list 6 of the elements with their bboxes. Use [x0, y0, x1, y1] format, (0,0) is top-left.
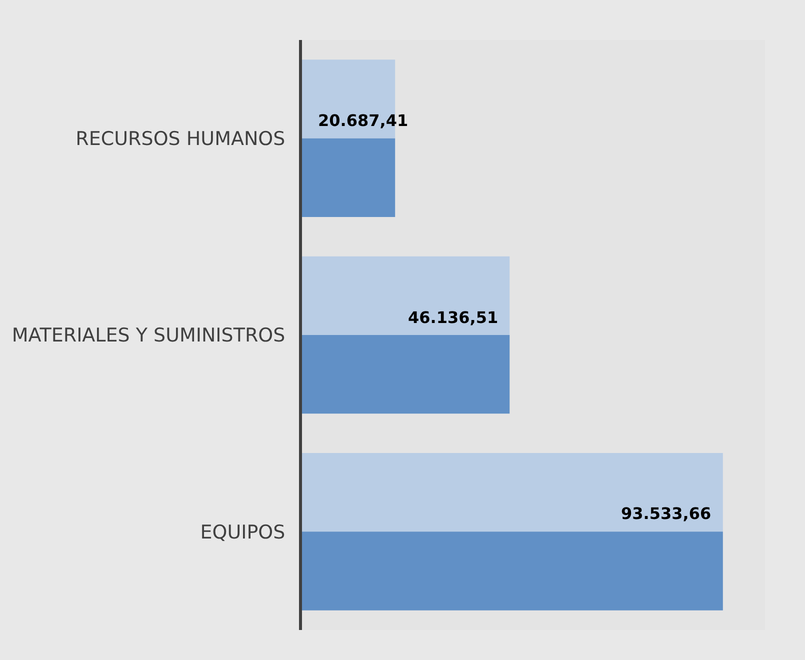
- data-label: 46.136,51: [408, 308, 498, 327]
- data-label: 20.687,41: [318, 111, 408, 130]
- y-tick-label: MATERIALES Y SUMINISTROS: [12, 324, 286, 347]
- y-tick-label: EQUIPOS: [200, 521, 286, 544]
- data-label: 93.533,66: [621, 504, 712, 523]
- y-tick-label: RECURSOS HUMANOS: [76, 128, 286, 150]
